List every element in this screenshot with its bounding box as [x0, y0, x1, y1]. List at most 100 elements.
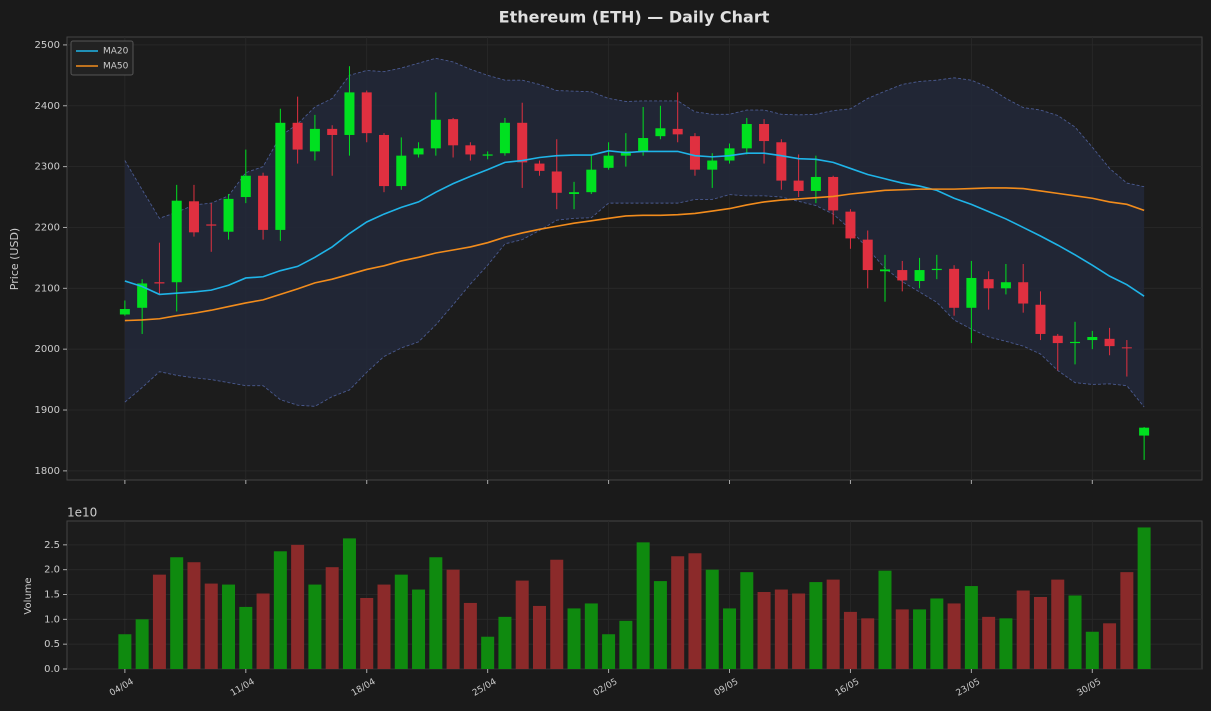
candle-body — [448, 119, 459, 146]
y-tick-label: 2200 — [35, 222, 60, 233]
volume-bar — [394, 574, 408, 669]
y-tick-label: 2000 — [35, 344, 60, 355]
candle-body — [1087, 336, 1098, 341]
y-tick-label: 1.0 — [44, 614, 60, 625]
volume-bar — [774, 589, 788, 669]
volume-bar — [325, 567, 339, 669]
volume-bar — [602, 634, 616, 669]
volume-bar — [636, 542, 650, 669]
volume-bar — [222, 584, 236, 669]
volume-bar — [999, 618, 1013, 669]
y-tick-label: 1.5 — [44, 590, 60, 601]
legend-label: MA20 — [103, 47, 129, 57]
candle-body — [379, 134, 390, 187]
candle-body — [137, 283, 148, 308]
candle-body — [482, 154, 493, 156]
candle-body — [966, 277, 977, 308]
volume-bar — [826, 579, 840, 669]
candle-body — [845, 211, 856, 239]
candle-body — [983, 279, 994, 289]
line-series — [124, 149, 1145, 297]
candle-body — [672, 128, 683, 135]
volume-bar — [1033, 596, 1047, 669]
candle-body — [1104, 338, 1115, 347]
volume-bar — [342, 538, 356, 669]
y-tick-label: 1900 — [35, 405, 60, 416]
volume-bar — [809, 582, 823, 669]
candle-body — [603, 155, 614, 168]
volume-bar — [412, 589, 426, 669]
candle-body — [517, 122, 528, 163]
candle-body — [413, 148, 424, 155]
candle-body — [776, 142, 787, 181]
candle-body — [724, 148, 735, 161]
volume-bar — [187, 562, 201, 669]
volume-panel — [66, 520, 1203, 670]
volume-bar — [481, 636, 495, 669]
candle-body — [223, 198, 234, 232]
volume-bar — [792, 593, 806, 669]
volume-bar — [567, 608, 581, 669]
candle-body — [154, 282, 165, 284]
y-axis-label: Volume — [23, 577, 34, 614]
volume-bar — [377, 584, 391, 669]
candle-body — [586, 169, 597, 193]
candle-body — [741, 124, 752, 149]
y-tick-label: 2.0 — [44, 565, 60, 576]
volume-bar — [239, 606, 253, 669]
candle-body — [810, 176, 821, 191]
volume-bar — [273, 551, 287, 669]
candle-body — [292, 122, 303, 150]
candle-body — [1070, 341, 1081, 344]
y-axis-label: Price (USD) — [8, 228, 21, 290]
candle-body — [1035, 304, 1046, 334]
legend: MA20 MA50 — [70, 40, 134, 76]
candle-body — [551, 171, 562, 193]
volume-bar — [723, 608, 737, 669]
volume-bar — [170, 557, 184, 669]
candle-body — [188, 201, 199, 233]
y-tick-label: 2500 — [35, 40, 60, 51]
candle-body — [1121, 347, 1132, 349]
volume-bar — [671, 556, 685, 669]
candle-body — [499, 122, 510, 154]
volume-bar — [705, 569, 719, 669]
volume-bar — [1137, 527, 1151, 669]
y-tick-label: 2.5 — [44, 540, 60, 551]
volume-bar — [878, 570, 892, 669]
candle-body — [1000, 282, 1011, 289]
y-tick-label: 0.5 — [44, 639, 60, 650]
candle-body — [620, 151, 631, 156]
volume-bar — [653, 581, 667, 669]
volume-bar — [256, 593, 270, 669]
candle-body — [949, 268, 960, 308]
volume-bar — [688, 553, 702, 669]
candle-body — [534, 163, 545, 171]
y-tick-label: 1800 — [35, 466, 60, 477]
volume-bar — [135, 619, 149, 669]
candle-body — [430, 119, 441, 149]
candle-body — [396, 155, 407, 187]
volume-bar — [532, 605, 546, 669]
volume-bar — [947, 603, 961, 669]
candle-body — [638, 138, 649, 152]
candle-body — [327, 128, 338, 135]
candle-body — [258, 175, 269, 230]
candle-body — [344, 92, 355, 135]
volume-bar — [429, 557, 443, 669]
volume-bar — [895, 609, 909, 669]
volume-bar — [360, 597, 374, 669]
volume-bar — [1103, 623, 1117, 669]
candle-body — [879, 269, 890, 272]
candle-body — [1018, 282, 1029, 304]
candle-body — [206, 224, 217, 226]
candle-body — [793, 180, 804, 191]
line-series — [124, 187, 1145, 322]
candle-body — [828, 176, 839, 211]
volume-bar — [1016, 590, 1030, 669]
volume-bar — [757, 592, 771, 669]
candle-body — [119, 309, 130, 315]
candle-body — [1139, 427, 1150, 436]
candle-body — [240, 175, 251, 198]
